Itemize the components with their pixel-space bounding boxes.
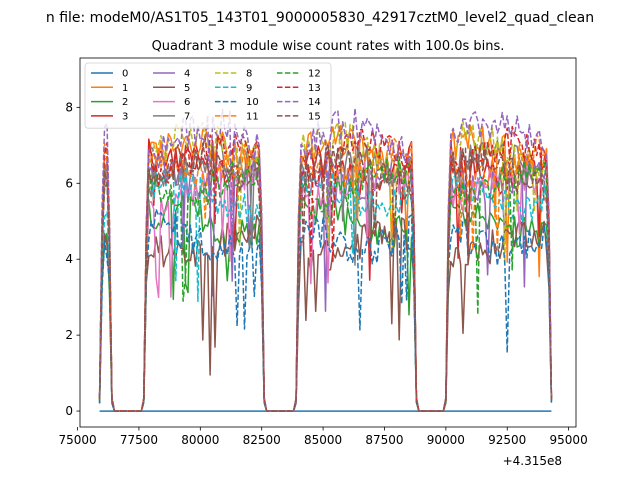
legend-label-12: 12	[308, 69, 321, 80]
legend-label-3: 3	[122, 111, 128, 122]
chart-title: Quadrant 3 module wise count rates with …	[152, 39, 505, 54]
series-line-12	[98, 155, 553, 412]
legend-label-14: 14	[308, 97, 321, 108]
x-tick-label: 95000	[550, 433, 588, 447]
y-tick-label: 6	[65, 176, 73, 190]
axes: 75000 77500 80000 82500 85000 87500 90000 92500…	[58, 57, 588, 447]
series-line-13	[98, 125, 553, 412]
legend-label-5: 5	[184, 83, 190, 94]
legend-label-6: 6	[184, 97, 190, 108]
legend-label-11: 11	[246, 111, 259, 122]
y-tick-label: 0	[65, 404, 73, 418]
x-tick-label: 82500	[243, 433, 281, 447]
x-tick-label: 92500	[488, 433, 526, 447]
legend-label-7: 7	[184, 111, 190, 122]
y-tick-label: 2	[65, 328, 73, 342]
legend-label-2: 2	[122, 97, 128, 108]
legend-label-1: 1	[122, 83, 128, 94]
plot-area	[98, 107, 553, 412]
axes-frame	[79, 57, 577, 428]
legend-label-13: 13	[308, 83, 321, 94]
legend-label-0: 0	[122, 69, 128, 80]
y-tick-label: 4	[65, 252, 73, 266]
legend-box	[84, 62, 332, 129]
y-tick-label: 8	[65, 100, 73, 114]
series-lines	[98, 107, 553, 412]
series-line-15	[98, 142, 553, 412]
legend-label-4: 4	[184, 69, 190, 80]
x-tick-label: 75000	[58, 433, 96, 447]
legend-label-8: 8	[246, 69, 252, 80]
series-line-5	[98, 213, 553, 412]
x-tick-label: 87500	[365, 433, 403, 447]
legend-label-15: 15	[308, 111, 321, 122]
x-tick-label: 85000	[304, 433, 342, 447]
legend-label-10: 10	[246, 97, 259, 108]
series-line-10	[98, 208, 553, 412]
chart-suptitle: n file: modeM0/AS1T05_143T01_9000005830_…	[46, 10, 594, 26]
x-offset-label: +4.315e8	[503, 454, 562, 468]
legend-label-9: 9	[246, 83, 252, 94]
x-tick-label: 77500	[120, 433, 158, 447]
series-line-14	[98, 107, 553, 412]
x-tick-label: 90000	[427, 433, 465, 447]
x-tick-label: 80000	[181, 433, 219, 447]
